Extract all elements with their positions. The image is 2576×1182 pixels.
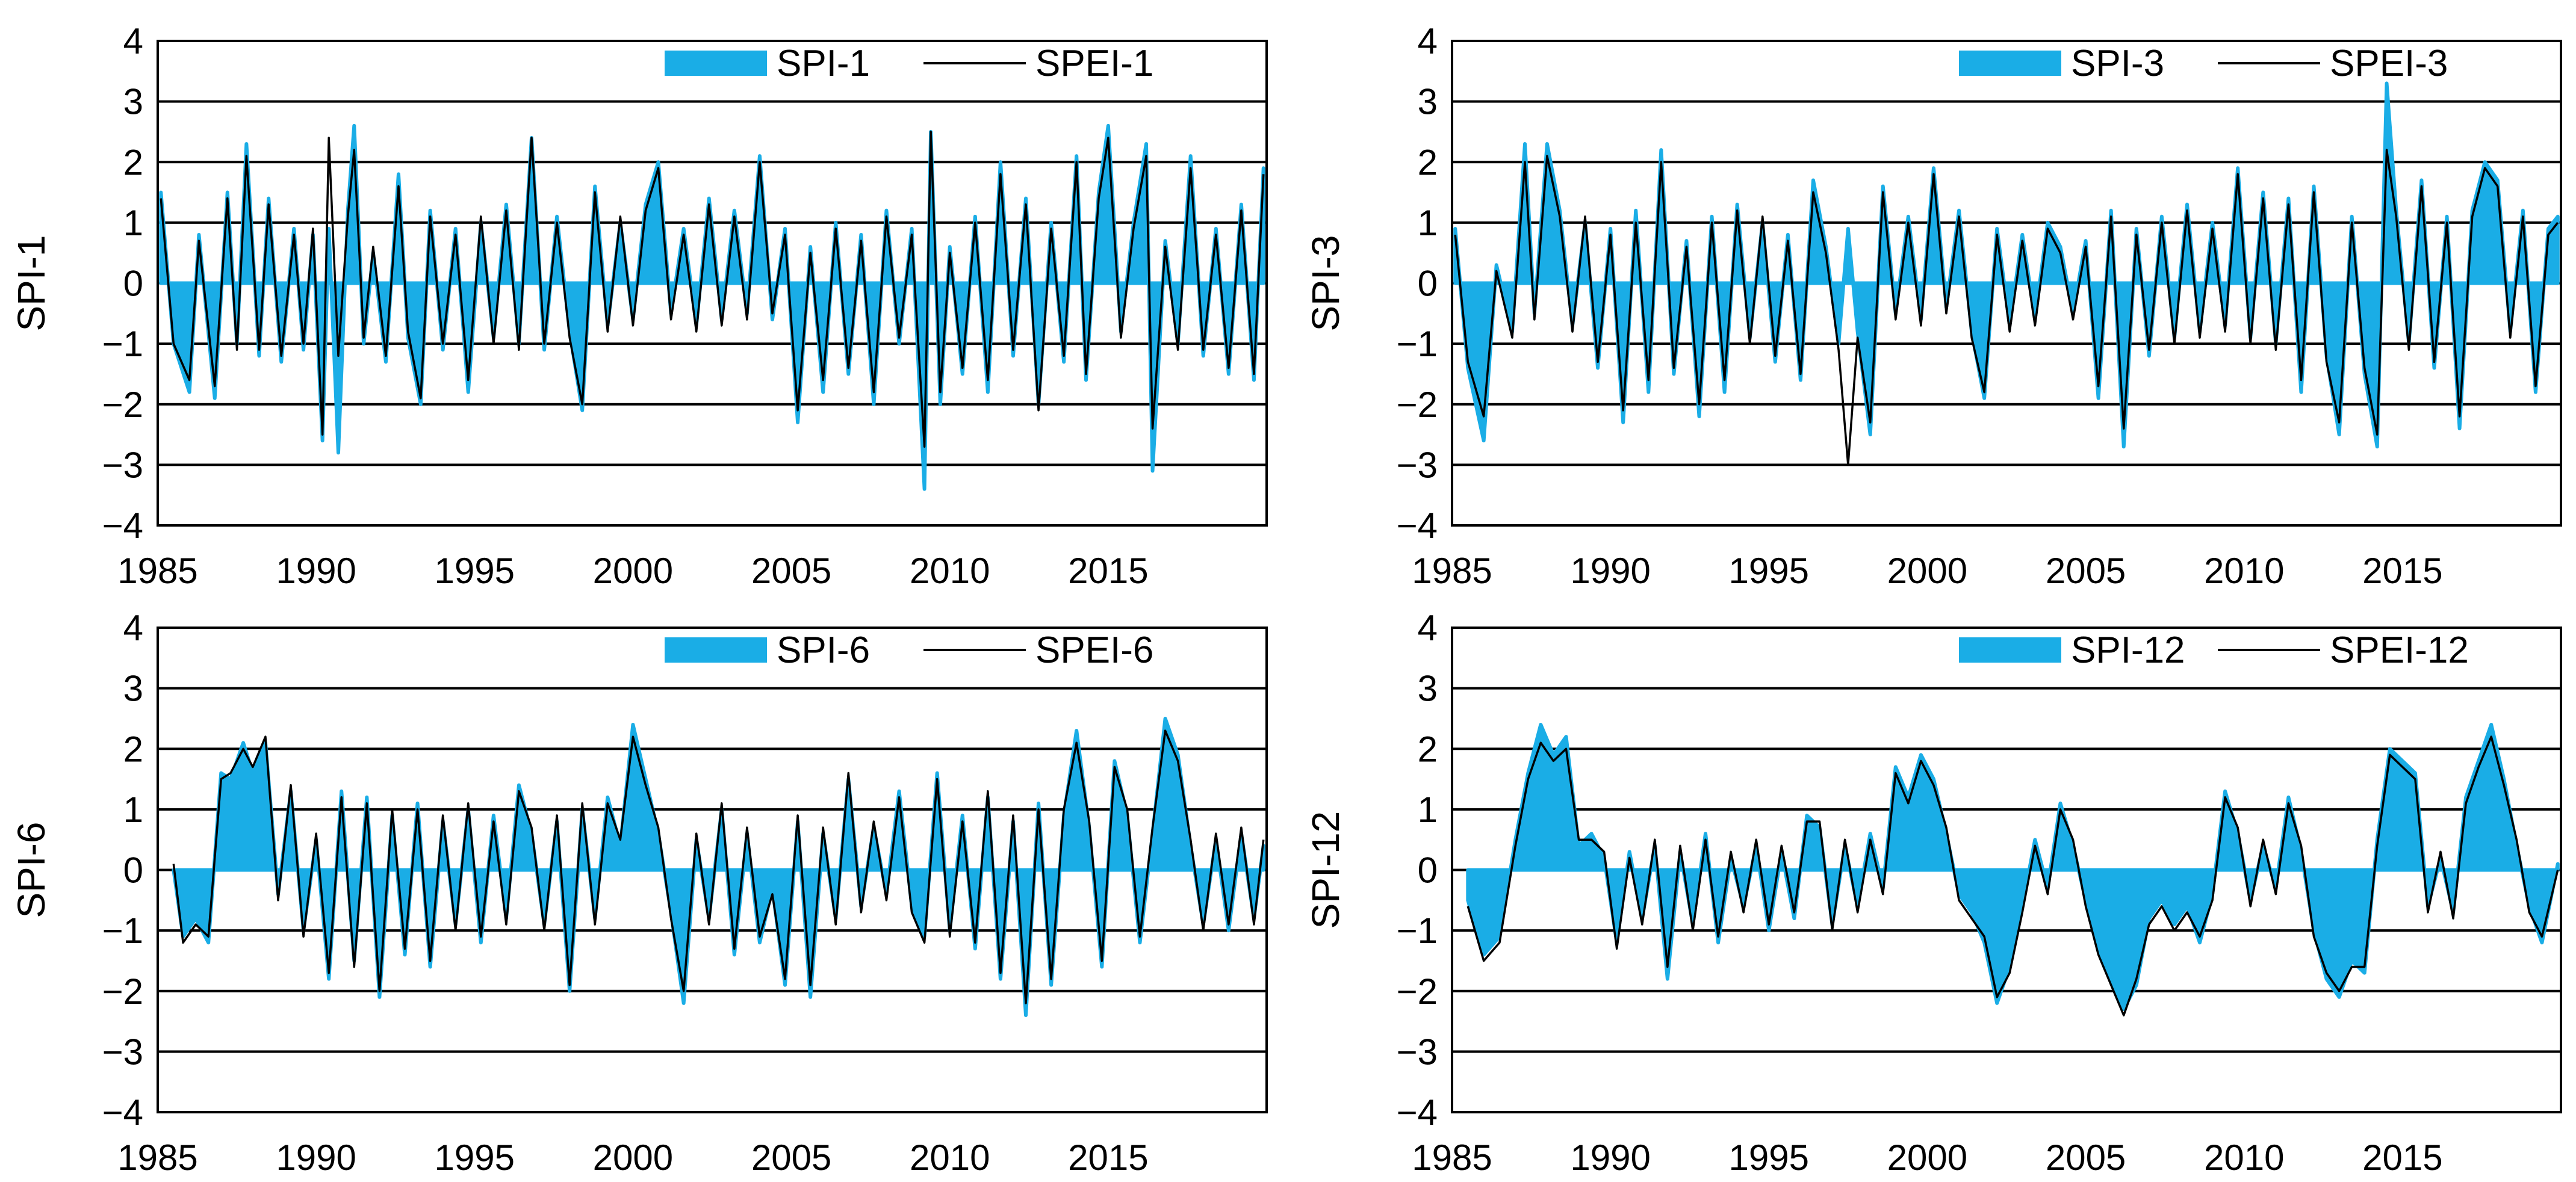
y-tick-label: 1 — [123, 790, 143, 830]
axis-frame — [1451, 627, 2562, 1113]
y-axis-label: SPI-12 — [1304, 811, 1347, 929]
y-tick-label: −3 — [102, 1032, 143, 1072]
y-tick-label: −1 — [1397, 324, 1438, 364]
y-tick-label: −2 — [1397, 385, 1438, 425]
x-tick-label: 2015 — [2362, 1137, 2442, 1178]
x-tick-label: 1990 — [276, 551, 356, 591]
y-tick-label: 0 — [123, 264, 143, 304]
y-tick-label: 2 — [1418, 142, 1438, 182]
legend-label-spei-3: SPEI-3 — [2330, 43, 2448, 84]
x-tick-label: 2005 — [751, 1137, 831, 1178]
x-tick-label: 2005 — [2046, 551, 2126, 591]
legend: SPI-12 SPEI-12 — [1959, 630, 2469, 671]
x-tick-label: 2005 — [2046, 1137, 2126, 1178]
y-axis-label: SPI-6 — [10, 822, 53, 918]
x-tick-label: 1985 — [117, 1137, 197, 1178]
y-tick-label: 4 — [123, 608, 143, 648]
x-tick-label: 2000 — [593, 1137, 673, 1178]
legend-swatch-area — [665, 637, 767, 663]
y-tick-label: 2 — [1418, 729, 1438, 769]
legend-label-spei-12: SPEI-12 — [2330, 630, 2469, 671]
y-tick-label: 0 — [1418, 850, 1438, 891]
legend-label-spi-3: SPI-3 — [2071, 43, 2164, 84]
axis-frame — [157, 627, 1268, 1113]
axis-frame — [1451, 40, 2562, 527]
y-tick-label: 3 — [123, 669, 143, 709]
x-tick-label: 2000 — [1887, 1137, 1967, 1178]
y-tick-label: −4 — [1397, 1092, 1438, 1133]
x-tick-label: 1985 — [1412, 551, 1492, 591]
series-line-spei-6 — [172, 729, 1265, 1004]
legend-label-spei-1: SPEI-1 — [1035, 43, 1153, 84]
x-tick-label: 2015 — [1068, 551, 1148, 591]
x-tick-label: 1995 — [1729, 551, 1809, 591]
x-tick-label: 2000 — [1887, 551, 1967, 591]
x-tick-label: 2010 — [910, 551, 990, 591]
y-tick-label: 4 — [123, 21, 143, 61]
y-tick-label: 2 — [123, 729, 143, 769]
y-tick-label: 3 — [123, 82, 143, 122]
y-tick-label: −4 — [1397, 506, 1438, 546]
legend: SPI-6 SPEI-6 — [665, 630, 1153, 671]
series-line-spei-3 — [1454, 149, 2559, 466]
x-tick-label: 2015 — [2362, 551, 2442, 591]
axis-frame — [157, 40, 1268, 527]
x-tick-label: 2000 — [593, 551, 673, 591]
panel-spi-1: 4 3 2 1 0 −1 −2 −3 −4 1985 1990 1995 2000 2005 2010 201… — [10, 21, 1268, 591]
legend-label-spi-1: SPI-1 — [777, 43, 870, 84]
legend: SPI-1 SPEI-1 — [665, 43, 1153, 84]
y-tick-label: 1 — [1418, 203, 1438, 243]
legend-label-spi-6: SPI-6 — [777, 630, 870, 671]
y-axis-label: SPI-1 — [10, 235, 53, 331]
x-tick-label: 1985 — [117, 551, 197, 591]
series-line-spei-12 — [1466, 735, 2559, 1016]
legend: SPI-3 SPEI-3 — [1959, 43, 2448, 84]
y-axis-label: SPI-3 — [1304, 235, 1347, 331]
x-tick-label: 2010 — [2204, 1137, 2284, 1178]
y-tick-label: −2 — [102, 971, 143, 1012]
legend-swatch-area — [1959, 51, 2061, 76]
x-tick-label: 1995 — [435, 1137, 515, 1178]
x-tick-label: 2010 — [2204, 551, 2284, 591]
y-tick-label: −2 — [102, 385, 143, 425]
y-tick-label: 3 — [1418, 82, 1438, 122]
legend-swatch-area — [1959, 637, 2061, 663]
y-tick-label: −2 — [1397, 971, 1438, 1012]
x-tick-label: 2015 — [1068, 1137, 1148, 1178]
y-tick-label: 4 — [1418, 608, 1438, 648]
legend-label-spi-12: SPI-12 — [2071, 630, 2185, 671]
y-tick-label: 3 — [1418, 669, 1438, 709]
y-tick-label: 1 — [123, 203, 143, 243]
series-line-spei-1 — [160, 131, 1265, 448]
y-tick-label: 0 — [1418, 264, 1438, 304]
x-tick-label: 1990 — [1570, 551, 1650, 591]
y-tick-label: −3 — [1397, 445, 1438, 485]
panel-spi-3: 4 3 2 1 0 −1 −2 −3 −4 1985 1990 1995 2000 2005 2010 201… — [1304, 21, 2562, 591]
legend-label-spei-6: SPEI-6 — [1035, 630, 1153, 671]
y-tick-label: −1 — [1397, 911, 1438, 951]
y-tick-label: −4 — [102, 506, 143, 546]
x-tick-label: 1995 — [435, 551, 515, 591]
y-tick-label: 2 — [123, 142, 143, 182]
x-tick-label: 2005 — [751, 551, 831, 591]
y-tick-label: 4 — [1418, 21, 1438, 61]
y-tick-label: 0 — [123, 850, 143, 891]
y-tick-label: −4 — [102, 1092, 143, 1133]
y-tick-label: −3 — [102, 445, 143, 485]
y-tick-label: −1 — [102, 324, 143, 364]
x-tick-label: 1995 — [1729, 1137, 1809, 1178]
y-tick-label: −1 — [102, 911, 143, 951]
x-tick-label: 2010 — [910, 1137, 990, 1178]
y-tick-label: −3 — [1397, 1032, 1438, 1072]
y-tick-label: 1 — [1418, 790, 1438, 830]
x-tick-label: 1990 — [276, 1137, 356, 1178]
legend-swatch-area — [665, 51, 767, 76]
x-tick-label: 1990 — [1570, 1137, 1650, 1178]
x-tick-label: 1985 — [1412, 1137, 1492, 1178]
